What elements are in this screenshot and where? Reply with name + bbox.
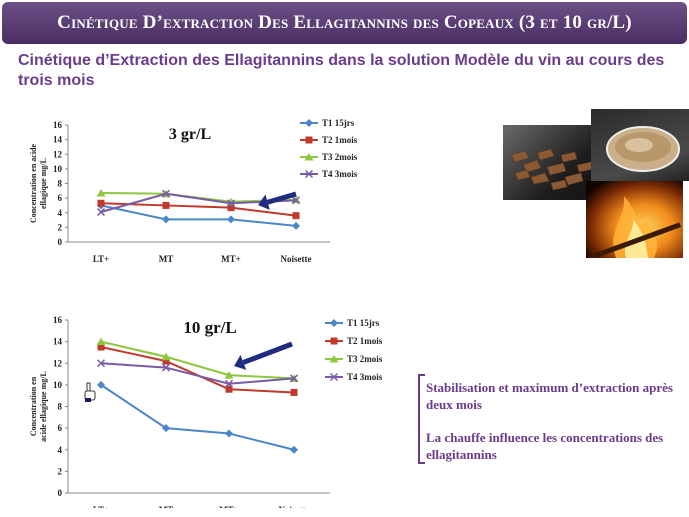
legend-label: T3 2mois [322,152,358,162]
y-tick-label: 8 [58,179,63,189]
legend-marker [330,337,338,345]
y-axis-label-line1: Concentration en acide [29,144,38,224]
data-point [97,380,105,389]
annotation-arrow-icon [234,341,293,370]
powder-dish-icon [606,126,680,172]
slide-title: Cinétique D’extraction Des Ellagitannins… [57,12,632,33]
data-point [227,215,235,224]
legend-label: T1 15jrs [347,318,380,328]
series-line [100,384,295,451]
y-tick-label: 6 [58,193,63,203]
x-tick-label: MT [159,254,174,264]
x-tick-label: LT+ [93,254,109,264]
legend-marker [330,319,338,327]
legend-label: T2 1mois [347,336,383,346]
legend-label: T4 3mois [347,372,383,382]
y-axis-label: Concentration en acide ellagique mg/L [29,144,48,224]
series-line [100,204,297,227]
series-line [100,202,297,217]
y-tick-label: 0 [58,237,63,247]
oak-chips-icon [510,148,594,191]
data-point [292,221,300,230]
data-point [161,363,171,372]
legend-label: T2 1mois [322,135,358,145]
oak-powder-photo [591,109,689,181]
legend-marker [305,136,313,144]
slide-title-bar: Cinétique D’extraction Des Ellagitannins… [2,2,687,44]
data-point [162,215,170,224]
data-point [162,424,170,433]
legend-label: T3 2mois [347,354,383,364]
y-tick-label: 2 [58,466,63,476]
y-axis-label-line2: ellagique mg/L [39,158,48,209]
y-tick-label: 4 [58,445,63,455]
data-point [226,199,236,208]
y-tick-label: 14 [53,337,63,347]
y-tick-label: 0 [58,488,63,498]
y-tick-label: 2 [58,222,63,232]
data-point [227,204,235,212]
data-point [225,429,233,438]
data-point [96,337,106,346]
y-tick-label: 8 [58,402,63,412]
y-axis-label: Concentration en acide ellagique mg/L [29,371,48,442]
y-tick-label: 16 [53,120,63,130]
legend-marker [329,372,339,382]
data-point [290,388,298,396]
legend-marker [304,169,314,179]
legend-marker [304,153,314,161]
series-line [100,362,295,385]
legend-label: T4 3mois [322,169,358,179]
data-point [161,189,171,198]
data-point [162,357,170,365]
data-point [224,371,234,379]
x-tick-label: MT [159,505,174,508]
data-point [97,343,105,351]
chart-title: 3 gr/L [169,126,211,143]
toasting-fire-photo [586,181,683,258]
note-chauffe: La chauffe influence les concentrations … [426,430,664,462]
data-point [225,385,233,393]
data-point [162,201,170,209]
y-tick-label: 14 [53,135,63,145]
flame-icon [588,196,682,258]
slide-subtitle: Cinétique d’Extraction des Ellagitannins… [18,52,665,89]
y-tick-label: 10 [53,164,63,174]
data-point [96,207,106,217]
y-tick-label: 12 [53,358,63,368]
x-tick-label: MT+ [221,254,241,264]
y-tick-label: 10 [53,380,63,390]
y-tick-label: 12 [53,149,63,159]
hand-cursor-icon [84,382,96,402]
data-point [96,359,106,368]
data-point [161,352,171,361]
data-point [291,196,301,205]
y-tick-label: 6 [58,423,63,433]
data-point [96,189,106,197]
data-point [224,379,234,388]
y-axis-label-line1: Concentration en [29,376,38,436]
data-point [289,374,299,383]
y-tick-label: 4 [58,208,63,218]
legend-label: T1 15jrs [322,118,355,128]
series-line [100,340,295,380]
notes-bracket [418,374,425,464]
x-tick-label: Noisette [279,505,310,508]
data-point [290,445,298,454]
chart-title: 10 gr/L [183,318,236,337]
chart-3gl: 0 2 4 6 8 10 12 14 16 LT+ MT MT+ Noisette Concentrati… [29,118,358,264]
legend-marker [329,355,339,363]
note-stabilisation: Stabilisation et maximum d’extraction ap… [426,380,673,412]
x-tick-label: MT+ [219,505,239,508]
legend-marker [305,119,313,127]
data-point [292,212,300,220]
annotation-arrow-icon [258,191,297,210]
y-axis-label-line2: acide ellagique mg/L [39,371,48,442]
x-tick-label: Noisette [281,254,312,264]
data-point [97,199,105,207]
x-tick-label: LT+ [93,505,109,508]
chart-10gl: 0 2 4 6 8 10 12 14 16 LT+ MT MT+ Noisette Concentrati… [29,315,383,508]
y-tick-label: 16 [53,315,63,325]
